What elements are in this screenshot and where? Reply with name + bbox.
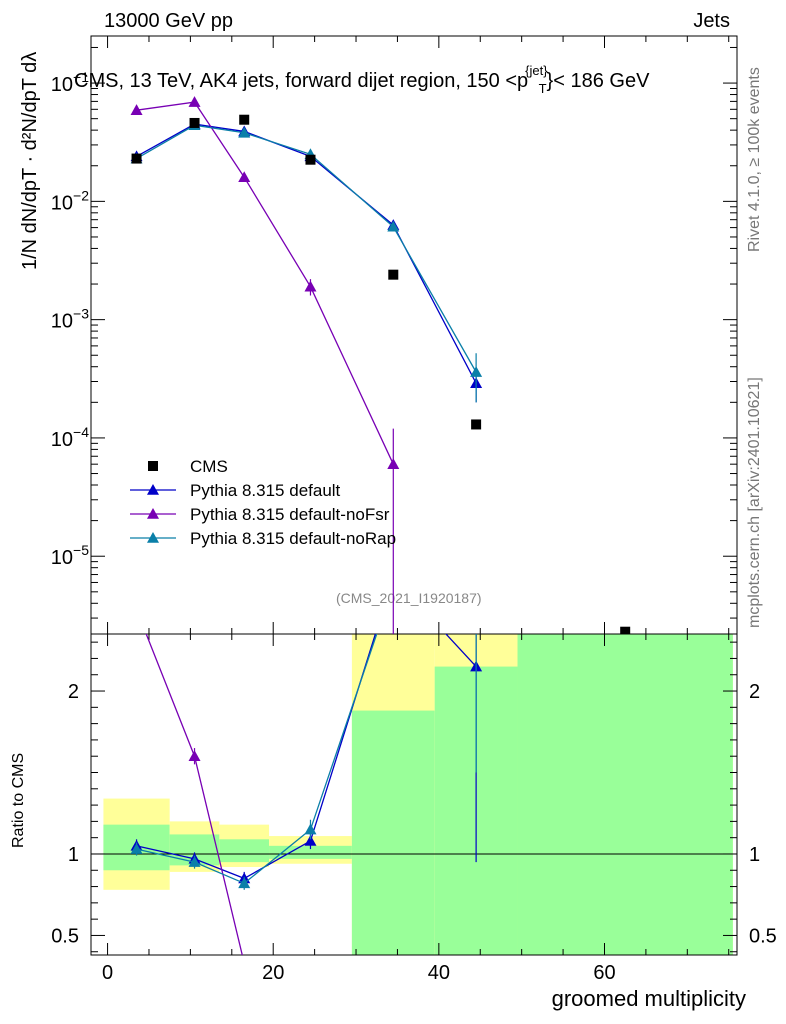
main-y-axis-title: 1/N dN/dpT · d²N/dpT dλ — [19, 52, 41, 270]
ratio-y-tick-label-right: 1 — [749, 844, 760, 866]
ratio-point — [304, 823, 317, 835]
series-line — [136, 124, 477, 373]
ratio-y-tick-label: 2 — [68, 681, 79, 703]
legend-marker-cms — [148, 461, 158, 471]
data-point — [471, 419, 482, 430]
ratio-point — [131, 604, 143, 615]
ratio-line — [136, 634, 378, 885]
legend-label: Pythia 8.315 default-noFsr — [190, 505, 390, 524]
ratio-line — [145, 634, 243, 955]
legend-label: Pythia 8.315 default-noRap — [190, 529, 396, 548]
main-y-axis-title-text: 1/N dN/dpT · d²N/dpT dλ — [19, 52, 41, 270]
ratio-series — [130, 555, 483, 968]
y-tick-label: 10−5 — [51, 542, 89, 569]
x-tick-label: 60 — [593, 962, 615, 984]
series-point — [130, 104, 143, 115]
legend-marker — [147, 508, 159, 519]
ratio-point — [470, 555, 482, 566]
legend-marker — [147, 484, 159, 495]
ratio-frame — [90, 633, 738, 956]
ratio-bands — [103, 634, 733, 955]
series-point — [387, 458, 400, 469]
x-tick-label: 40 — [428, 962, 450, 984]
x-axis-label: groomed multiplicity — [551, 986, 746, 1011]
ratio-point — [188, 750, 201, 762]
title-end: }< 186 GeV — [546, 70, 650, 92]
ratio-band-green — [219, 839, 270, 863]
y-tick-label: 10−3 — [51, 306, 89, 333]
series-point — [238, 171, 251, 183]
series-point — [470, 366, 483, 377]
ratio-band-green — [517, 634, 733, 955]
ratio-line — [136, 634, 477, 880]
data-point — [239, 114, 250, 125]
ratio-point — [238, 877, 251, 889]
data-point — [388, 269, 399, 280]
category-label: Jets — [693, 10, 730, 32]
ratio-y-tick-label-right: 2 — [749, 681, 760, 703]
series-line — [136, 101, 394, 465]
legend-label: CMS — [190, 457, 228, 476]
ratio-band-green — [351, 710, 435, 955]
series-point — [304, 280, 317, 292]
y-tick-label: 10−4 — [51, 424, 89, 451]
main-series — [130, 96, 631, 634]
title-sup: {jet} — [525, 63, 548, 78]
ratio-y-tick-label-right: 0.5 — [749, 925, 777, 947]
legend-label: Pythia 8.315 default — [190, 481, 341, 500]
ratio-point — [304, 834, 317, 846]
ratio-y-tick-label: 1 — [68, 844, 79, 866]
data-point — [131, 153, 142, 164]
ratio-band-green — [269, 845, 352, 859]
legend-marker — [147, 532, 159, 543]
energy-label: 13000 GeV pp — [104, 10, 233, 32]
ratio-point — [188, 856, 201, 867]
y-tick-label: 10−1 — [51, 69, 89, 96]
x-tick-label: 20 — [262, 962, 284, 984]
data-point — [305, 154, 316, 165]
title-main: CMS, 13 TeV, AK4 jets, forward dijet reg… — [74, 70, 529, 92]
data-point — [620, 626, 631, 634]
series-point — [238, 126, 251, 138]
main-frame — [90, 35, 738, 635]
x-tick-label: 0 — [102, 962, 113, 984]
ratio-point — [238, 957, 250, 968]
plot-title: CMS, 13 TeV, AK4 jets, forward dijet reg… — [74, 63, 650, 96]
data-point — [189, 117, 200, 128]
series-point — [387, 220, 400, 232]
series-point — [188, 96, 201, 107]
ratio-point — [130, 843, 143, 854]
analysis-id-label: (CMS_2021_I1920187) — [336, 590, 482, 606]
title-sub: T — [538, 81, 547, 96]
y-tick-label: 10−2 — [51, 187, 89, 214]
ratio-y-tick-label: 0.5 — [51, 925, 79, 947]
